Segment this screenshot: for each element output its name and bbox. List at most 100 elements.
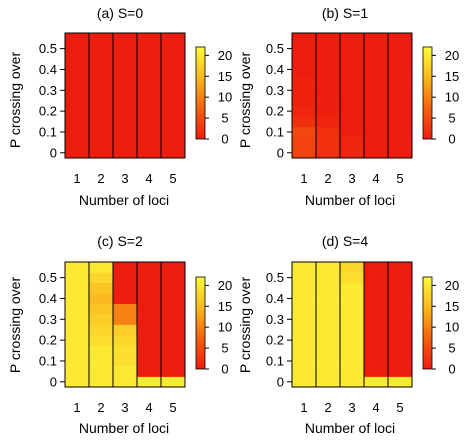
panel-a-cell xyxy=(89,85,114,96)
panel-b-cells xyxy=(291,32,413,159)
panel-c-xlabel: Number of loci xyxy=(79,420,169,436)
panel-a-cell xyxy=(161,116,186,128)
panel-c-cell xyxy=(89,282,114,294)
panel-c-yticks: 0 0.1 0.2 0.3 0.4 0.5 xyxy=(39,270,65,389)
panel-b-colorbar: 0 5 10 15 20 xyxy=(422,46,459,147)
panel-b-cell xyxy=(316,105,341,117)
panel-a-cell xyxy=(65,74,90,86)
panel-d-ytick-label: 0.5 xyxy=(266,270,284,285)
panel-d-cell xyxy=(364,355,389,367)
panel-b-cell xyxy=(364,126,389,138)
panel-d-cell xyxy=(292,314,317,325)
panel-a-colorbar: 0 5 10 15 20 xyxy=(195,46,232,147)
panel-a-cell xyxy=(89,95,114,107)
panel-a-cell xyxy=(113,85,138,96)
panel-d-cells xyxy=(291,261,413,388)
panel-d-cell xyxy=(364,376,389,388)
panel-d-cell xyxy=(364,293,389,304)
panel-b-xtick-label: 4 xyxy=(372,171,379,186)
panel-c-cell xyxy=(137,282,162,294)
panel-a-cell xyxy=(161,33,186,44)
panel-b-cell xyxy=(364,137,389,148)
panel-b-colorbar-label: 5 xyxy=(448,111,455,126)
panel-a-cell xyxy=(161,137,186,148)
panel-d-cell xyxy=(340,282,365,294)
panel-b-xtick-label: 1 xyxy=(300,171,307,186)
panel-c-cell xyxy=(137,334,162,346)
panel-b-cell xyxy=(292,74,317,86)
panel-c-cell xyxy=(65,282,90,294)
panel-d-cell xyxy=(292,376,317,388)
panel-b-cell xyxy=(340,105,365,117)
panel-b-cell xyxy=(388,33,413,44)
panel-b-cell xyxy=(292,43,317,55)
panel-c-cell xyxy=(161,262,186,273)
panel-d-cell xyxy=(340,293,365,304)
panel-b-xtick-label: 5 xyxy=(396,171,403,186)
panel-a-cell xyxy=(137,85,162,96)
panel-a-ylabel: P crossing over xyxy=(7,52,23,149)
panel-b-cell xyxy=(316,126,341,138)
panel-a-cell xyxy=(113,105,138,117)
panel-a-cell xyxy=(113,126,138,138)
panel-b-ytick-label: 0 xyxy=(277,145,284,160)
panel-c-cell xyxy=(137,345,162,357)
panel-c-xticks: 1 2 3 4 5 xyxy=(73,400,176,415)
panel-c-cells xyxy=(64,261,186,388)
panel-c-cell xyxy=(113,282,138,294)
panel-d-cell xyxy=(292,293,317,304)
panel-c-cell xyxy=(65,376,90,388)
panel-c-ytick-label: 0.1 xyxy=(39,353,57,368)
panel-a-cell xyxy=(113,95,138,107)
panel-b-cell xyxy=(340,137,365,148)
panel-c-ytick-label: 0 xyxy=(50,374,57,389)
panel-d-cell xyxy=(340,324,365,336)
panel-c-cell xyxy=(161,293,186,304)
panel-d-cell xyxy=(316,293,341,304)
panel-d-cell xyxy=(388,324,413,336)
panel-a-cell xyxy=(161,126,186,138)
panel-c-cell xyxy=(89,262,114,273)
panel-c-cell xyxy=(161,303,186,315)
panel-b-cell xyxy=(292,95,317,107)
panel-a-cell xyxy=(113,74,138,86)
panel-c-cell xyxy=(137,376,162,388)
panel-d-colorbar: 0 5 10 15 20 xyxy=(422,276,459,377)
panel-b-cell xyxy=(340,43,365,55)
panel-b-cell xyxy=(292,116,317,128)
panel-a-cell xyxy=(161,43,186,55)
panel-c-cell xyxy=(89,376,114,388)
panel-d-cell xyxy=(292,334,317,346)
panel-c-colorbar-label: 10 xyxy=(218,320,232,335)
panel-b-cell xyxy=(316,116,341,128)
panel-b-cell xyxy=(388,105,413,117)
panel-b-cell xyxy=(292,53,317,65)
panel-a-cell xyxy=(161,85,186,96)
panel-d-colorbar-label: 0 xyxy=(448,362,455,377)
panel-d-cell xyxy=(340,376,365,388)
panel-a-cell xyxy=(65,137,90,148)
panel-a-cell xyxy=(137,64,162,75)
panel-c-xtick-label: 1 xyxy=(73,400,80,415)
panel-c-cell xyxy=(89,303,114,315)
panel-b-xtick-label: 3 xyxy=(348,171,355,186)
panel-d-xticks: 1 2 3 4 5 xyxy=(300,400,403,415)
panel-a-cell xyxy=(137,147,162,159)
panel-a-cell xyxy=(65,43,90,55)
panel-a-colorbar-gradient xyxy=(195,46,206,140)
panel-b-cell xyxy=(292,126,317,138)
panel-c-cell xyxy=(161,334,186,346)
panel-a-cell xyxy=(161,95,186,107)
panel-d-cell xyxy=(316,355,341,367)
panel-d-cell xyxy=(316,366,341,377)
panel-a-yticks: 0 0.1 0.2 0.3 0.4 0.5 xyxy=(39,41,65,160)
panel-a-cell xyxy=(65,147,90,159)
panel-c-cell xyxy=(161,376,186,388)
panel-d-ytick-label: 0.1 xyxy=(266,353,284,368)
panel-b-title: (b) S=1 xyxy=(322,5,369,21)
panel-b-cell xyxy=(364,105,389,117)
panel-b-cell xyxy=(316,137,341,148)
panel-d-cell xyxy=(388,272,413,284)
panel-d-cell xyxy=(388,355,413,367)
